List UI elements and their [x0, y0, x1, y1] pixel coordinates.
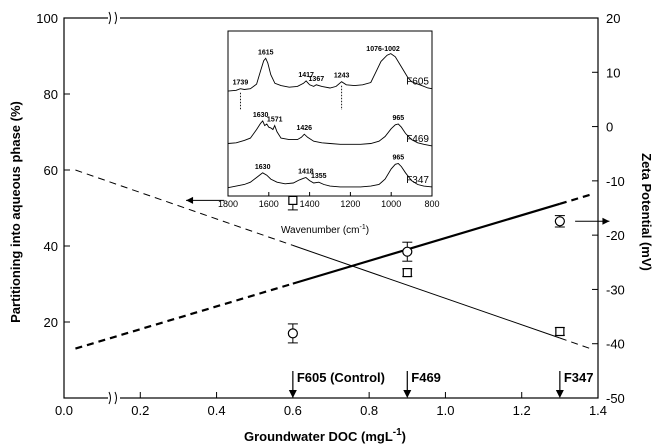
- x-axis-label-sup: -1: [393, 427, 402, 438]
- x-axis-label-main: Groundwater DOC (mgL: [244, 429, 393, 444]
- y-left-tick-label: 40: [44, 239, 58, 254]
- y-left-tick-label: 60: [44, 163, 58, 178]
- x-axis-label: Groundwater DOC (mgL-1): [244, 427, 406, 444]
- inset-x-axis-label-close: ): [366, 225, 369, 236]
- x-tick-label: 0.4: [208, 403, 226, 418]
- main-plot: 0.0 0.2 0.4 0.6 0.8 1.0 1.2 1.420406080100-50-4…: [36, 11, 625, 418]
- right-axis-arrowhead: [602, 217, 610, 225]
- sample-arrowhead: [403, 390, 412, 398]
- y-right-tick-label: -10: [606, 174, 625, 189]
- y-right-tick-label: -50: [606, 391, 625, 406]
- y-right-tick-label: -20: [606, 228, 625, 243]
- axis-break-mark: [108, 11, 111, 25]
- axis-break-gap: [108, 391, 120, 405]
- axis-break-gap: [108, 11, 120, 25]
- spectrum-name: F469: [406, 134, 429, 145]
- sample-label: F347: [564, 370, 594, 385]
- peak-label: 1630: [253, 112, 269, 119]
- axis-break-mark: [114, 11, 117, 25]
- peak-label: 1615: [258, 49, 274, 56]
- sample-label: F469: [411, 370, 441, 385]
- peak-label: 1418: [298, 169, 314, 176]
- fit-line-extension: [559, 337, 591, 350]
- peak-label: 1417: [298, 72, 314, 79]
- x-tick-label: 1.2: [513, 403, 531, 418]
- y-right-tick-label: -30: [606, 282, 625, 297]
- x-tick-label: 0.6: [284, 403, 302, 418]
- left-axis-arrowhead: [186, 196, 194, 204]
- peak-label: 1355: [311, 173, 327, 180]
- x-tick-label: 1.4: [589, 403, 607, 418]
- y-right-tick-label: -40: [606, 337, 625, 352]
- spectrum-name: F605: [406, 77, 429, 88]
- plot-frame: [63, 17, 599, 399]
- peak-label: 1367: [309, 76, 325, 83]
- peak-label: 1076-1002: [366, 46, 400, 53]
- inset-x-tick-label: 800: [424, 199, 439, 209]
- peak-label: 1739: [233, 80, 249, 87]
- inset-x-tick-label: 1200: [340, 199, 360, 209]
- inset-x-axis-label-main: Wavenumber (cm: [281, 225, 360, 236]
- y-right-tick-label: 10: [606, 65, 620, 80]
- sample-label: F605 (Control): [297, 370, 385, 385]
- x-tick-label: 0.0: [55, 403, 73, 418]
- fit-line-extension: [559, 193, 591, 205]
- x-tick-label: 0.2: [131, 403, 149, 418]
- peak-label: 965: [392, 154, 404, 161]
- inset-plot: 1800 1600 1400 1200 1000 800F6051739161514171…: [218, 30, 440, 209]
- y-left-tick-label: 80: [44, 87, 58, 102]
- inset-x-tick-label: 1800: [218, 199, 238, 209]
- fit-line: [292, 244, 561, 339]
- data-point-circle: [287, 328, 298, 339]
- axis-break-mark: [114, 391, 117, 405]
- x-tick-label: 0.8: [360, 403, 378, 418]
- x-tick-label: 1.0: [436, 403, 454, 418]
- inset-x-axis-label-sup: -1: [359, 224, 365, 231]
- inset-x-axis-label: Wavenumber (cm-1): [281, 224, 369, 236]
- fit-line-extension: [75, 282, 294, 350]
- data-point-circle: [402, 246, 413, 257]
- y-axis-right-label: Zeta Potential (mV): [639, 153, 653, 271]
- fit-line: [292, 202, 561, 285]
- peak-label: 1426: [297, 125, 313, 132]
- peak-label: 1571: [267, 117, 283, 124]
- data-point-square: [555, 326, 565, 337]
- x-axis-label-close: ): [402, 429, 406, 444]
- inset-x-tick-label: 1400: [300, 199, 320, 209]
- spectrum-name: F347: [406, 175, 429, 186]
- sample-arrowhead: [555, 390, 564, 398]
- inset-frame: [227, 30, 433, 197]
- peak-label: 1243: [334, 73, 350, 80]
- axis-break-mark: [108, 391, 111, 405]
- y-left-tick-label: 100: [36, 11, 58, 26]
- inset-x-tick-label: 1000: [381, 199, 401, 209]
- sample-arrowhead: [288, 390, 297, 398]
- spectrum-line: [227, 162, 433, 189]
- peak-label: 965: [392, 115, 404, 122]
- y-right-tick-label: 20: [606, 11, 620, 26]
- spectrum-line: [227, 53, 433, 92]
- data-point-circle: [554, 216, 565, 227]
- y-left-tick-label: 20: [44, 315, 58, 330]
- fit-line-extension: [75, 169, 294, 246]
- y-axis-left-label: Partitioning into aqueous phase (%): [8, 101, 23, 323]
- spectrum-line: [227, 120, 433, 147]
- inset-x-tick-label: 1600: [259, 199, 279, 209]
- peak-label: 1630: [255, 164, 271, 171]
- data-point-square: [402, 268, 412, 278]
- data-point-square: [288, 195, 298, 205]
- y-right-tick-label: 0: [606, 120, 613, 135]
